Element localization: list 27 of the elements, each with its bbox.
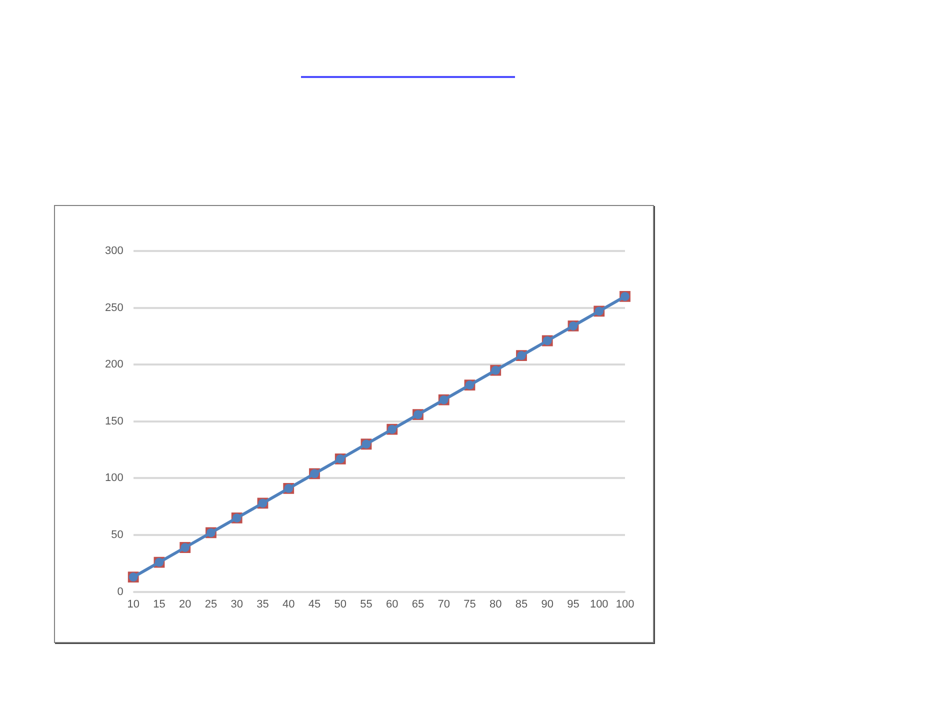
y-tick-label: 300 xyxy=(104,245,124,258)
x-tick-label: 60 xyxy=(386,598,398,610)
x-tick-label: 40 xyxy=(282,598,295,610)
x-tick-label: 20 xyxy=(178,598,192,610)
x-tick-label: 15 xyxy=(153,598,166,610)
y-tick-label: 50 xyxy=(111,529,124,542)
x-tick-label: 50 xyxy=(334,598,346,610)
x-tick-label: 45 xyxy=(308,598,321,610)
x-tick-label: 10 xyxy=(127,598,140,610)
y-tick-label: 100 xyxy=(104,472,124,484)
x-tick-label: 80 xyxy=(489,598,502,610)
y-tick-label: 250 xyxy=(104,302,124,314)
x-tick-label: 75 xyxy=(464,598,476,610)
x-tick-label: 55 xyxy=(360,598,372,610)
x-tick-label: 95 xyxy=(567,598,580,610)
x-tick-label: 30 xyxy=(230,598,243,610)
y-tick-label: 200 xyxy=(104,358,124,371)
y-tick-label: 0 xyxy=(117,586,124,598)
x-tick-label: 25 xyxy=(204,598,218,610)
x-tick-label: 65 xyxy=(412,598,424,610)
x-tick-label: 35 xyxy=(256,598,269,610)
x-tick-label: 100 xyxy=(616,598,634,610)
x-tick-label: 70 xyxy=(438,598,450,610)
x-tick-label: 85 xyxy=(515,598,528,610)
x-tick-label: 100 xyxy=(590,598,608,610)
y-tick-label: 150 xyxy=(104,415,124,428)
x-tick-label: 90 xyxy=(541,598,554,610)
